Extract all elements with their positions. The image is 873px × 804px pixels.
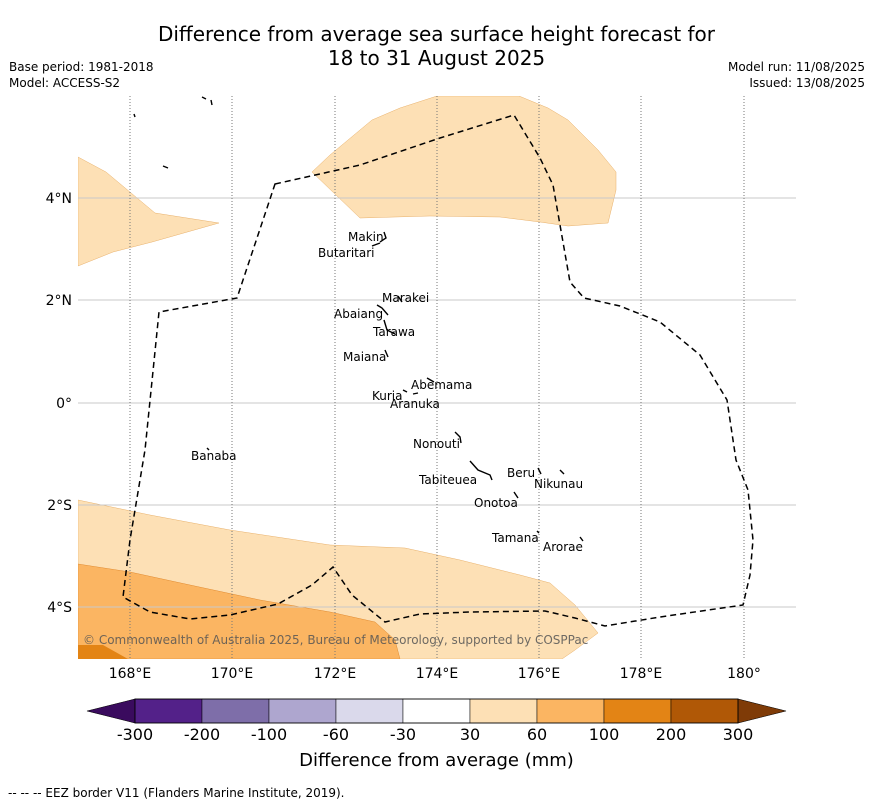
island-label: Makin (348, 230, 384, 244)
maiana-atoll (384, 349, 389, 358)
colorbar-over-arrow (737, 698, 787, 724)
island-labels: Makin Butaritari Marakei Abaiang Tarawa … (191, 230, 583, 554)
lat-tick-label: 0° (56, 396, 72, 412)
island-label: Tabiteuea (418, 473, 477, 487)
island-label: Abaiang (334, 307, 383, 321)
nikunau-atoll (559, 469, 565, 475)
kuria-atoll (402, 389, 408, 393)
colorbar-tick: -60 (322, 725, 350, 744)
tarawa-atoll (383, 319, 396, 335)
island-label: Nikunau (534, 477, 583, 491)
colorbar-tick: -200 (183, 725, 221, 744)
anomaly-region-south-100-200 (78, 645, 128, 659)
island-label: Onotoa (474, 496, 518, 510)
island-label: Marakei (382, 291, 429, 305)
lon-grid (129, 96, 745, 659)
base-period-text: Base period: 1981-2018 (9, 60, 154, 74)
marakei-atoll (397, 295, 403, 303)
island-label: Butaritari (318, 246, 375, 260)
aranuka-atoll (412, 392, 419, 395)
island-label: Banaba (191, 449, 237, 463)
islands-outlines (133, 96, 584, 542)
colorbar-frame (134, 698, 739, 724)
meta-right: Model run: 11/08/2025 Issued: 13/08/2025 (728, 59, 865, 91)
colorbar-segment (469, 698, 538, 724)
colorbar-segment (670, 698, 739, 724)
map-plot-area: Makin Butaritari Marakei Abaiang Tarawa … (78, 96, 796, 659)
colorbar-tick: 300 (722, 725, 754, 744)
banaba-island (206, 447, 210, 451)
colorbar-tick: -100 (250, 725, 288, 744)
anomaly-region-north (311, 96, 617, 227)
map-panel: Makin Butaritari Marakei Abaiang Tarawa … (46, 96, 796, 682)
title-line-1: Difference from average sea surface heig… (157, 22, 716, 46)
lon-tick-label: 174°E (416, 666, 459, 682)
island-label: Maiana (343, 350, 386, 364)
nonouti-atoll (454, 431, 462, 444)
colorbar-segment (268, 698, 337, 724)
lat-tick-label: 2°N (46, 293, 72, 309)
north-islet-1 (201, 96, 207, 100)
lon-tick-label: 180° (727, 666, 761, 682)
title-line-2: 18 to 31 August 2025 (327, 46, 546, 70)
butaritari-atoll (371, 242, 381, 247)
colorbar-tick: 60 (526, 725, 548, 744)
colorbar-tick: 100 (588, 725, 620, 744)
lat-tick-label: 2°S (47, 498, 72, 514)
colorbar-tick: 200 (655, 725, 687, 744)
lon-tick-label: 170°E (211, 666, 254, 682)
colorbar-segment (603, 698, 672, 724)
colorbar-label: Difference from average (mm) (299, 750, 574, 771)
island-label: Nonouti (413, 437, 460, 451)
copyright-text: © Commonwealth of Australia 2025, Bureau… (83, 633, 588, 647)
colorbar-tick: -300 (116, 725, 154, 744)
onotoa-atoll (513, 491, 519, 499)
island-label: Abemama (411, 378, 472, 392)
colorbar (86, 698, 787, 724)
lon-tick-labels: 168°E 170°E 172°E 174°E 176°E 178°E 180° (109, 666, 761, 682)
lat-tick-labels: 4°N 2°N 0° 2°S 4°S (46, 191, 73, 616)
lon-tick-label: 178°E (620, 666, 663, 682)
tamana-island (536, 530, 540, 534)
meta-left: Base period: 1981-2018 Model: ACCESS-S2 (9, 59, 154, 91)
colorbar-tick: 30 (459, 725, 481, 744)
abaiang-atoll (376, 304, 389, 316)
colorbar-segment (201, 698, 270, 724)
colorbar-tick: -30 (389, 725, 417, 744)
island-label: Tarawa (372, 325, 415, 339)
abemama-atoll (426, 377, 435, 383)
colorbar-under-arrow (86, 698, 136, 724)
lon-tick-label: 172°E (314, 666, 357, 682)
makin-atoll (379, 231, 387, 243)
lon-tick-label: 176°E (518, 666, 561, 682)
colorbar-segment (335, 698, 404, 724)
footnote: -- -- -- EEZ border V11 (Flanders Marine… (8, 786, 345, 800)
beru-atoll (537, 467, 542, 475)
island-label: Beru (507, 466, 535, 480)
island-label: Arorae (543, 540, 583, 554)
model-run-text: Model run: 11/08/2025 (727, 60, 865, 74)
lat-tick-label: 4°S (47, 600, 72, 616)
eez-border (122, 114, 754, 627)
island-label: Tamana (491, 531, 539, 545)
north-islet-4 (162, 165, 169, 169)
colorbar-segment (536, 698, 605, 724)
anomaly-region-west (78, 156, 220, 267)
island-label: Kuria (372, 389, 403, 403)
issued-text: Issued: 13/08/2025 (749, 76, 865, 90)
island-label: Aranuka (390, 397, 440, 411)
arorae-island (579, 536, 584, 542)
north-islet-2 (210, 99, 213, 106)
tabiteuea-atoll (469, 460, 493, 481)
north-islet-3 (133, 113, 136, 118)
model-text: Model: ACCESS-S2 (9, 76, 121, 90)
chart-title: Difference from average sea surface heig… (0, 22, 873, 70)
colorbar-segment (134, 698, 203, 724)
colorbar-segments (134, 698, 739, 724)
lon-tick-label: 168°E (109, 666, 152, 682)
anomaly-region-south-60-100 (78, 563, 401, 659)
colorbar-segment (402, 698, 471, 724)
lat-tick-label: 4°N (46, 191, 72, 207)
